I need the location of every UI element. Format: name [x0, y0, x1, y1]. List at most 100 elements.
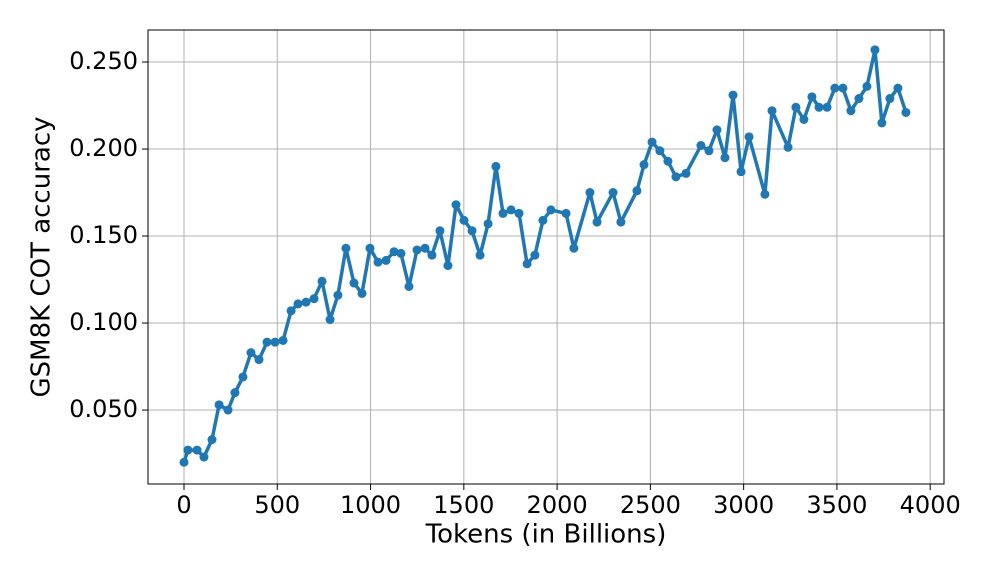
data-point: [822, 102, 832, 112]
x-tick-label: 3500: [806, 491, 867, 519]
data-point: [207, 435, 217, 445]
x-tick-label: 1500: [433, 491, 494, 519]
x-tick-label: 4000: [900, 491, 961, 519]
data-point: [744, 132, 754, 142]
data-point: [270, 337, 280, 347]
data-point: [783, 142, 793, 152]
data-point: [278, 335, 288, 345]
data-point: [451, 200, 461, 210]
data-point: [506, 205, 516, 215]
data-point: [561, 208, 571, 218]
data-point: [877, 118, 887, 128]
data-point: [396, 248, 406, 258]
data-point: [412, 245, 422, 255]
data-point: [230, 388, 240, 398]
data-point: [538, 215, 548, 225]
x-tick-label: 1000: [340, 491, 401, 519]
data-point: [179, 457, 189, 467]
data-point: [199, 452, 209, 462]
data-point: [838, 83, 848, 93]
data-point: [585, 188, 595, 198]
data-point: [814, 102, 824, 112]
data-point: [655, 146, 665, 156]
data-point: [373, 257, 383, 267]
x-tick-label: 3000: [713, 491, 774, 519]
data-point: [483, 219, 493, 229]
data-point: [514, 208, 524, 218]
x-tick-label: 2500: [620, 491, 681, 519]
data-point: [435, 226, 445, 236]
data-point: [317, 276, 327, 286]
data-point: [309, 294, 319, 304]
data-point: [893, 83, 903, 93]
data-point: [854, 94, 864, 104]
data-point: [427, 250, 437, 260]
data-point: [293, 299, 303, 309]
data-point: [767, 106, 777, 116]
data-point: [846, 106, 856, 116]
data-point: [799, 114, 809, 124]
data-point: [608, 188, 618, 198]
data-point: [530, 250, 540, 260]
data-point: [522, 259, 532, 269]
data-point: [712, 125, 722, 135]
data-point: [475, 250, 485, 260]
data-point: [704, 146, 714, 156]
data-point: [663, 156, 673, 166]
data-point: [246, 348, 256, 358]
data-point: [381, 255, 391, 265]
data-point: [491, 161, 501, 171]
data-point: [365, 243, 375, 253]
data-point: [301, 297, 311, 307]
data-point: [404, 281, 414, 291]
data-point: [592, 217, 602, 227]
data-point: [671, 172, 681, 182]
data-point: [349, 278, 359, 288]
data-point: [443, 261, 453, 271]
y-tick-label: 0.200: [69, 134, 138, 162]
x-axis-label: Tokens (in Billions): [425, 520, 667, 550]
data-point: [459, 215, 469, 225]
data-point: [546, 205, 556, 215]
data-point: [870, 45, 880, 55]
data-point: [647, 137, 657, 147]
data-point: [760, 189, 770, 199]
data-point: [569, 243, 579, 253]
data-point: [223, 405, 233, 415]
data-point: [681, 168, 691, 178]
data-point: [728, 90, 738, 100]
data-point: [238, 372, 248, 382]
data-point: [830, 83, 840, 93]
data-point: [183, 445, 193, 455]
data-point: [286, 306, 296, 316]
data-point: [341, 243, 351, 253]
data-point: [720, 153, 730, 163]
data-line: [182, 48, 908, 463]
data-point: [254, 355, 264, 365]
data-point: [736, 167, 746, 177]
data-point: [467, 226, 477, 236]
data-point: [862, 81, 872, 91]
data-point: [901, 107, 911, 117]
data-point: [420, 243, 430, 253]
data-point: [616, 217, 626, 227]
data-point: [389, 247, 399, 257]
y-tick-label: 0.100: [69, 308, 138, 336]
data-point: [807, 92, 817, 102]
x-tick-label: 0: [176, 491, 191, 519]
data-point: [214, 400, 224, 410]
plot-frame: [147, 29, 945, 485]
data-point: [333, 290, 343, 300]
data-point: [885, 94, 895, 104]
data-point: [262, 337, 272, 347]
data-point: [632, 186, 642, 196]
data-point: [696, 141, 706, 151]
y-tick-label: 0.150: [69, 221, 138, 249]
data-point: [498, 208, 508, 218]
data-point: [357, 288, 367, 298]
y-axis-label: GSM8K COT accuracy: [27, 116, 57, 397]
data-point: [791, 102, 801, 112]
x-tick-label: 500: [254, 491, 300, 519]
